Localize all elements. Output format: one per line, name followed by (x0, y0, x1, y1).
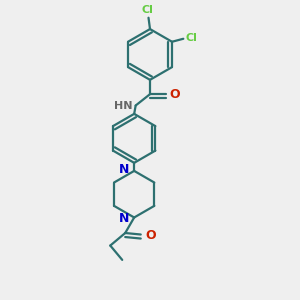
Text: Cl: Cl (186, 33, 198, 43)
Text: N: N (119, 212, 129, 226)
Text: HN: HN (114, 100, 132, 110)
Text: N: N (119, 163, 129, 176)
Text: O: O (170, 88, 180, 101)
Text: Cl: Cl (141, 5, 153, 15)
Text: O: O (145, 229, 155, 242)
